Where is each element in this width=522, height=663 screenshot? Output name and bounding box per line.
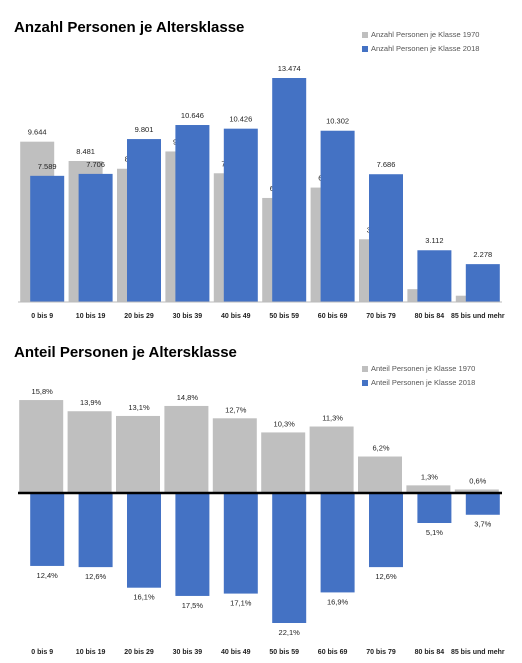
bar	[320, 130, 355, 302]
bar	[30, 493, 65, 566]
x-tick-label: 30 bis 39	[173, 313, 203, 320]
x-tick-label: 80 bis 84	[415, 313, 445, 320]
data-label: 7.589	[38, 162, 57, 171]
bar	[127, 139, 161, 302]
x-tick-label: 60 bis 69	[318, 313, 348, 320]
bar	[67, 411, 112, 493]
x-tick-label: 30 bis 39	[173, 649, 203, 656]
bar	[223, 128, 258, 302]
bar	[465, 493, 500, 515]
bar	[320, 493, 355, 593]
legend-label: Anteil Personen je Klasse 2018	[371, 378, 475, 387]
bar	[406, 485, 451, 493]
data-label: 9.644	[28, 128, 47, 137]
data-label: 10.426	[229, 115, 252, 124]
data-label: 16,9%	[327, 597, 349, 606]
data-label: 10.646	[181, 111, 204, 120]
data-label: 10,3%	[274, 419, 296, 428]
legend-swatch	[362, 366, 368, 372]
data-label: 12,4%	[37, 571, 59, 580]
bar	[272, 78, 307, 302]
data-label: 13.474	[278, 64, 301, 73]
x-tick-label: 40 bis 49	[221, 649, 251, 656]
bar	[417, 250, 452, 302]
x-tick-label: 20 bis 29	[124, 313, 154, 320]
legend-label: Anteil Personen je Klasse 1970	[371, 364, 475, 373]
chart-title: Anteil Personen je Altersklasse	[14, 344, 237, 361]
x-tick-label: 10 bis 19	[76, 649, 106, 656]
data-label: 5,1%	[426, 528, 443, 537]
data-label: 8.481	[76, 147, 95, 156]
bar	[116, 415, 160, 493]
chart-title: Anzahl Personen je Altersklasse	[14, 19, 244, 36]
data-label: 2.278	[473, 250, 492, 259]
legend-label: Anzahl Personen je Klasse 2018	[371, 44, 479, 53]
data-label: 17,5%	[182, 601, 204, 610]
data-label: 9.801	[135, 125, 154, 134]
bar	[272, 493, 307, 623]
x-tick-label: 0 bis 9	[31, 313, 53, 320]
data-label: 10.302	[326, 117, 349, 126]
data-label: 11,3%	[322, 414, 343, 423]
data-label: 3.112	[425, 236, 443, 245]
bar	[175, 493, 210, 596]
x-tick-label: 50 bis 59	[269, 313, 299, 320]
legend-label: Anzahl Personen je Klasse 1970	[371, 30, 479, 39]
data-label: 0,6%	[469, 476, 486, 485]
x-tick-label: 10 bis 19	[76, 313, 106, 320]
data-label: 22,1%	[279, 628, 301, 637]
data-label: 7.706	[86, 160, 105, 169]
x-tick-label: 80 bis 84	[415, 649, 445, 656]
legend-swatch	[362, 46, 368, 52]
legend-swatch	[362, 32, 368, 38]
x-tick-label: 85 bis und mehr	[451, 313, 505, 320]
bar	[369, 493, 403, 568]
bar	[78, 173, 113, 302]
data-label: 12,7%	[225, 405, 247, 414]
x-tick-label: 60 bis 69	[318, 649, 348, 656]
bar	[309, 426, 354, 493]
x-tick-label: 70 bis 79	[366, 649, 396, 656]
bar	[212, 418, 257, 493]
data-label: 12,6%	[375, 572, 397, 581]
x-tick-label: 0 bis 9	[31, 649, 53, 656]
data-label: 16,1%	[133, 593, 155, 602]
x-tick-label: 70 bis 79	[366, 313, 396, 320]
bar	[19, 400, 64, 493]
data-label: 12,6%	[85, 572, 107, 581]
bar	[223, 493, 258, 594]
x-tick-label: 20 bis 29	[124, 649, 154, 656]
data-label: 1,3%	[421, 472, 438, 481]
data-label: 7.686	[377, 160, 396, 169]
data-label: 3,7%	[474, 520, 491, 529]
bar	[30, 175, 65, 302]
x-tick-label: 50 bis 59	[269, 649, 299, 656]
data-label: 13,1%	[128, 403, 150, 412]
bar	[127, 493, 161, 588]
bar	[78, 493, 113, 568]
bar	[358, 456, 402, 493]
data-label: 14,8%	[177, 393, 199, 402]
bar	[369, 174, 403, 302]
x-tick-label: 85 bis und mehr	[451, 649, 505, 656]
data-label: 15,8%	[32, 387, 54, 396]
bar	[454, 489, 499, 493]
data-label: 13,9%	[80, 398, 102, 407]
x-tick-label: 40 bis 49	[221, 313, 251, 320]
bar	[465, 264, 500, 302]
data-label: 17,1%	[230, 599, 252, 608]
bar	[261, 432, 306, 493]
data-label: 6,2%	[372, 444, 389, 453]
bar	[175, 125, 210, 302]
bar	[164, 405, 209, 493]
bar	[417, 493, 452, 523]
legend-swatch	[362, 380, 368, 386]
